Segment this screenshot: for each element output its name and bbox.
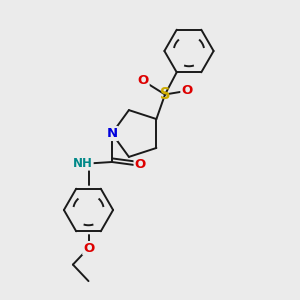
Text: O: O <box>134 158 146 172</box>
Text: O: O <box>181 84 192 98</box>
Text: O: O <box>138 74 149 88</box>
Text: S: S <box>160 87 170 102</box>
Text: NH: NH <box>73 157 93 170</box>
Text: O: O <box>83 242 94 255</box>
Text: N: N <box>106 127 118 140</box>
